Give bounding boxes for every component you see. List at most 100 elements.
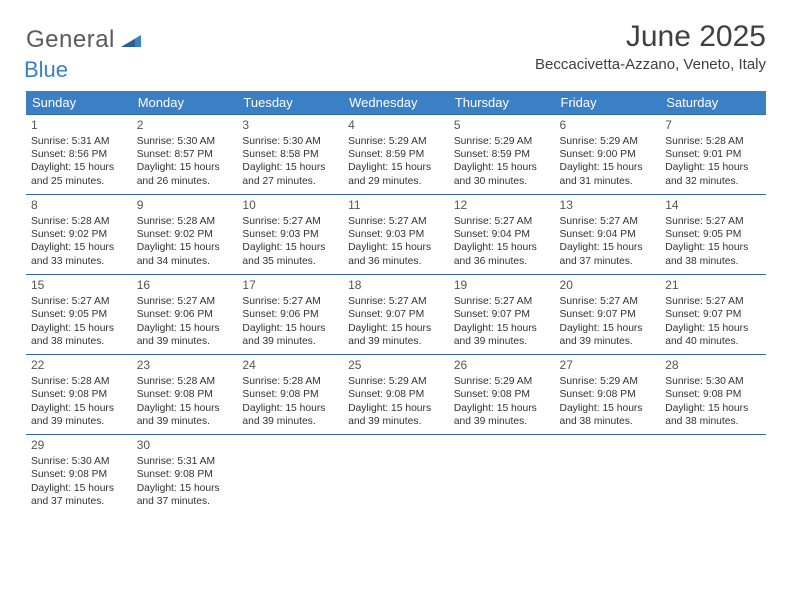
day-number: 15 xyxy=(31,278,127,294)
month-title: June 2025 xyxy=(535,20,766,54)
daylight-line: Daylight: 15 hours xyxy=(137,402,233,415)
daylight-line: and 36 minutes. xyxy=(454,255,550,268)
daylight-line: Daylight: 15 hours xyxy=(665,161,761,174)
day-number: 14 xyxy=(665,198,761,214)
sunrise-line: Sunrise: 5:29 AM xyxy=(348,375,444,388)
sunrise-line: Sunrise: 5:29 AM xyxy=(560,375,656,388)
daylight-line: Daylight: 15 hours xyxy=(31,161,127,174)
daylight-line: and 37 minutes. xyxy=(560,255,656,268)
sunset-line: Sunset: 9:01 PM xyxy=(665,148,761,161)
daylight-line: and 39 minutes. xyxy=(454,415,550,428)
day-header: Sunday xyxy=(26,91,132,115)
sunrise-line: Sunrise: 5:27 AM xyxy=(454,295,550,308)
day-number: 1 xyxy=(31,118,127,134)
day-header: Thursday xyxy=(449,91,555,115)
sunrise-line: Sunrise: 5:28 AM xyxy=(31,215,127,228)
sunset-line: Sunset: 9:05 PM xyxy=(665,228,761,241)
calendar-week-row: 1Sunrise: 5:31 AMSunset: 8:56 PMDaylight… xyxy=(26,115,766,195)
daylight-line: Daylight: 15 hours xyxy=(137,482,233,495)
daylight-line: Daylight: 15 hours xyxy=(348,241,444,254)
calendar-day-cell: 26Sunrise: 5:29 AMSunset: 9:08 PMDayligh… xyxy=(449,355,555,435)
day-number: 9 xyxy=(137,198,233,214)
calendar-day-cell xyxy=(660,435,766,515)
daylight-line: and 38 minutes. xyxy=(665,415,761,428)
daylight-line: and 34 minutes. xyxy=(137,255,233,268)
calendar-page: General June 2025 Beccacivetta-Azzano, V… xyxy=(0,0,792,534)
daylight-line: Daylight: 15 hours xyxy=(31,241,127,254)
calendar-day-cell: 1Sunrise: 5:31 AMSunset: 8:56 PMDaylight… xyxy=(26,115,132,195)
calendar-day-cell: 2Sunrise: 5:30 AMSunset: 8:57 PMDaylight… xyxy=(132,115,238,195)
daylight-line: Daylight: 15 hours xyxy=(242,402,338,415)
sunset-line: Sunset: 9:07 PM xyxy=(348,308,444,321)
day-number: 3 xyxy=(242,118,338,134)
daylight-line: Daylight: 15 hours xyxy=(348,161,444,174)
calendar-day-cell: 28Sunrise: 5:30 AMSunset: 9:08 PMDayligh… xyxy=(660,355,766,435)
day-number: 30 xyxy=(137,438,233,454)
calendar-day-cell: 3Sunrise: 5:30 AMSunset: 8:58 PMDaylight… xyxy=(237,115,343,195)
sunrise-line: Sunrise: 5:30 AM xyxy=(137,135,233,148)
sunrise-line: Sunrise: 5:27 AM xyxy=(348,295,444,308)
sunrise-line: Sunrise: 5:28 AM xyxy=(242,375,338,388)
calendar-day-cell: 12Sunrise: 5:27 AMSunset: 9:04 PMDayligh… xyxy=(449,195,555,275)
day-number: 11 xyxy=(348,198,444,214)
day-number: 4 xyxy=(348,118,444,134)
day-header: Monday xyxy=(132,91,238,115)
sunset-line: Sunset: 9:02 PM xyxy=(31,228,127,241)
daylight-line: and 30 minutes. xyxy=(454,175,550,188)
sunrise-line: Sunrise: 5:27 AM xyxy=(560,215,656,228)
daylight-line: and 39 minutes. xyxy=(454,335,550,348)
sunset-line: Sunset: 9:06 PM xyxy=(242,308,338,321)
daylight-line: and 33 minutes. xyxy=(31,255,127,268)
day-number: 10 xyxy=(242,198,338,214)
daylight-line: and 32 minutes. xyxy=(665,175,761,188)
daylight-line: and 31 minutes. xyxy=(560,175,656,188)
calendar-day-cell xyxy=(343,435,449,515)
day-number: 22 xyxy=(31,358,127,374)
daylight-line: Daylight: 15 hours xyxy=(560,322,656,335)
calendar-day-cell: 4Sunrise: 5:29 AMSunset: 8:59 PMDaylight… xyxy=(343,115,449,195)
day-number: 26 xyxy=(454,358,550,374)
daylight-line: Daylight: 15 hours xyxy=(665,322,761,335)
sunrise-line: Sunrise: 5:28 AM xyxy=(137,215,233,228)
daylight-line: Daylight: 15 hours xyxy=(560,161,656,174)
calendar-day-cell: 18Sunrise: 5:27 AMSunset: 9:07 PMDayligh… xyxy=(343,275,449,355)
sunset-line: Sunset: 9:08 PM xyxy=(348,388,444,401)
day-number: 18 xyxy=(348,278,444,294)
daylight-line: and 39 minutes. xyxy=(348,335,444,348)
daylight-line: and 38 minutes. xyxy=(31,335,127,348)
sunrise-line: Sunrise: 5:27 AM xyxy=(560,295,656,308)
day-header: Tuesday xyxy=(237,91,343,115)
daylight-line: and 25 minutes. xyxy=(31,175,127,188)
sunrise-line: Sunrise: 5:29 AM xyxy=(454,135,550,148)
daylight-line: and 39 minutes. xyxy=(348,415,444,428)
sunset-line: Sunset: 9:08 PM xyxy=(242,388,338,401)
sunset-line: Sunset: 8:57 PM xyxy=(137,148,233,161)
sunrise-line: Sunrise: 5:27 AM xyxy=(242,215,338,228)
daylight-line: and 39 minutes. xyxy=(137,335,233,348)
calendar-day-cell xyxy=(555,435,661,515)
daylight-line: Daylight: 15 hours xyxy=(665,241,761,254)
daylight-line: and 37 minutes. xyxy=(31,495,127,508)
logo-text-blue: Blue xyxy=(24,57,68,83)
daylight-line: and 38 minutes. xyxy=(665,255,761,268)
daylight-line: and 27 minutes. xyxy=(242,175,338,188)
daylight-line: Daylight: 15 hours xyxy=(454,161,550,174)
calendar-day-cell xyxy=(237,435,343,515)
daylight-line: Daylight: 15 hours xyxy=(348,402,444,415)
day-number: 2 xyxy=(137,118,233,134)
day-number: 21 xyxy=(665,278,761,294)
calendar-day-cell: 5Sunrise: 5:29 AMSunset: 8:59 PMDaylight… xyxy=(449,115,555,195)
sunset-line: Sunset: 9:04 PM xyxy=(560,228,656,241)
calendar-day-cell: 8Sunrise: 5:28 AMSunset: 9:02 PMDaylight… xyxy=(26,195,132,275)
sunrise-line: Sunrise: 5:30 AM xyxy=(31,455,127,468)
sunrise-line: Sunrise: 5:28 AM xyxy=(31,375,127,388)
daylight-line: and 39 minutes. xyxy=(31,415,127,428)
daylight-line: Daylight: 15 hours xyxy=(454,322,550,335)
sunrise-line: Sunrise: 5:30 AM xyxy=(242,135,338,148)
daylight-line: Daylight: 15 hours xyxy=(137,241,233,254)
sunrise-line: Sunrise: 5:27 AM xyxy=(665,295,761,308)
sunset-line: Sunset: 8:59 PM xyxy=(454,148,550,161)
day-number: 12 xyxy=(454,198,550,214)
sunrise-line: Sunrise: 5:31 AM xyxy=(137,455,233,468)
day-number: 20 xyxy=(560,278,656,294)
